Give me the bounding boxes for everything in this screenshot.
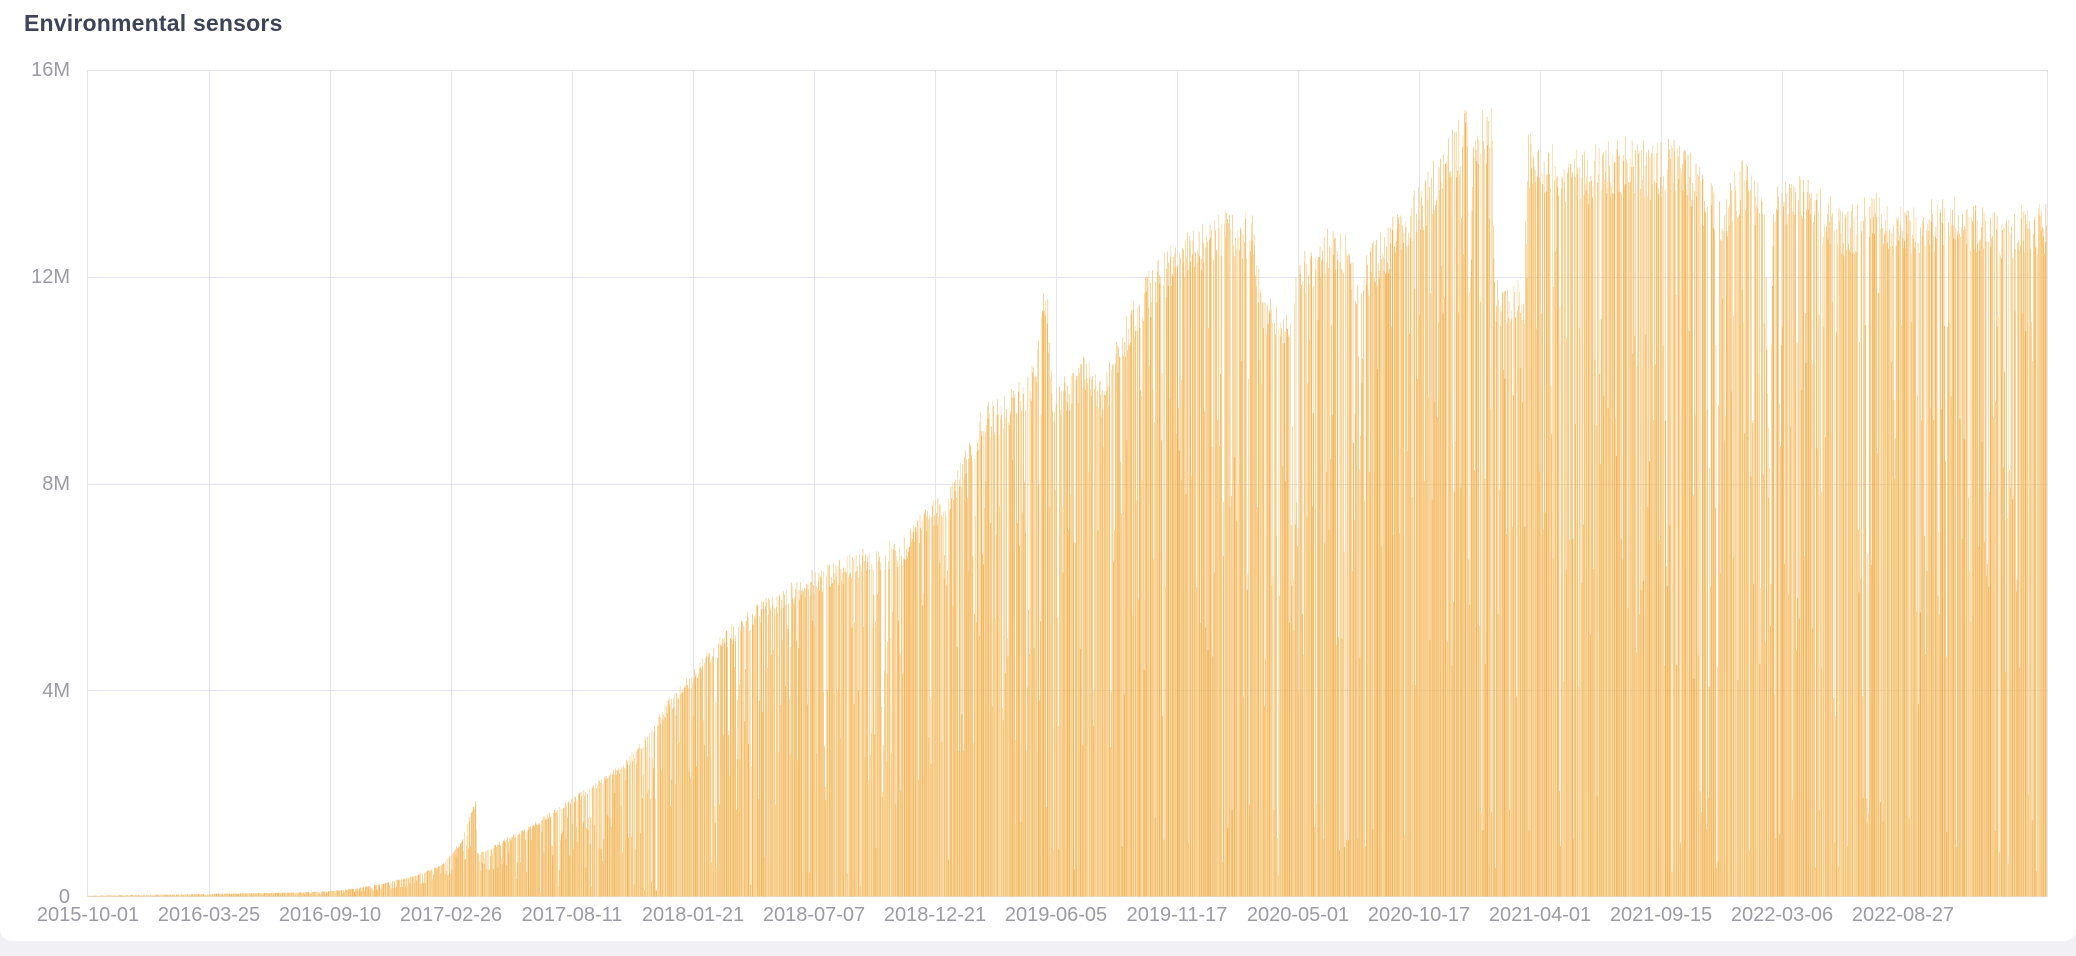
x-axis-tick-label: 2016-09-10 bbox=[278, 904, 382, 926]
x-axis-tick-label: 2019-11-17 bbox=[1126, 904, 1228, 926]
y-axis-tick-label: 4M bbox=[42, 680, 70, 702]
x-axis-tick-label: 2018-01-21 bbox=[641, 904, 745, 926]
x-axis-tick-label: 2021-04-01 bbox=[1488, 904, 1592, 926]
y-axis-tick-label: 12M bbox=[31, 266, 70, 288]
x-axis-tick-label: 2017-08-11 bbox=[521, 904, 623, 926]
y-axis-tick-label: 0 bbox=[58, 886, 70, 908]
x-axis-tick-label: 2017-02-26 bbox=[399, 904, 503, 926]
x-axis-tick-label: 2019-06-05 bbox=[1004, 904, 1108, 926]
y-axis-tick-label: 16M bbox=[31, 59, 70, 81]
x-axis-tick-label: 2020-10-17 bbox=[1367, 904, 1471, 926]
x-axis-tick-label: 2018-07-07 bbox=[762, 904, 866, 926]
x-axis-tick-label: 2021-09-15 bbox=[1609, 904, 1713, 926]
x-axis-tick-label: 2022-03-06 bbox=[1730, 904, 1834, 926]
x-axis-tick-label: 2015-10-01 bbox=[36, 904, 140, 926]
x-axis-tick-label: 2020-05-01 bbox=[1246, 904, 1350, 926]
x-axis-tick-label: 2016-03-25 bbox=[157, 904, 261, 926]
x-axis-tick-label: 2022-08-27 bbox=[1851, 904, 1955, 926]
panel-title: Environmental sensors bbox=[24, 10, 283, 36]
x-axis-tick-label: 2018-12-21 bbox=[883, 904, 987, 926]
y-axis-tick-label: 8M bbox=[42, 473, 70, 495]
